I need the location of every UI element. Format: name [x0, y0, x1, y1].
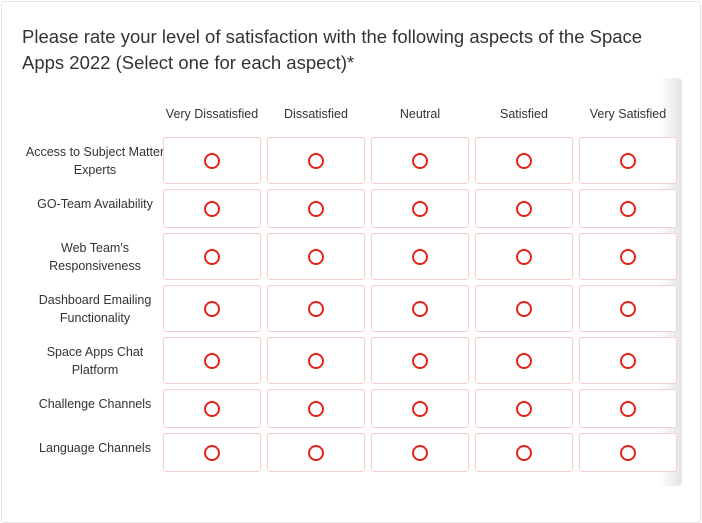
- radio-button[interactable]: [516, 400, 532, 417]
- rating-option-cell[interactable]: [475, 137, 573, 184]
- radio-button[interactable]: [620, 400, 636, 417]
- radio-button[interactable]: [412, 248, 428, 265]
- radio-button[interactable]: [412, 200, 428, 217]
- radio-button[interactable]: [204, 300, 220, 317]
- radio-button[interactable]: [308, 248, 324, 265]
- radio-button[interactable]: [412, 152, 428, 169]
- radio-button[interactable]: [516, 444, 532, 461]
- rating-option-cell[interactable]: [579, 285, 677, 332]
- rating-option-cell[interactable]: [579, 233, 677, 280]
- radio-button[interactable]: [308, 352, 324, 369]
- rating-option-cell[interactable]: [163, 433, 261, 472]
- row-label: GO-Team Availability: [37, 197, 153, 211]
- column-header: Very Satisfied: [589, 107, 667, 121]
- radio-button[interactable]: [412, 300, 428, 317]
- radio-button[interactable]: [516, 152, 532, 169]
- question-title: Please rate your level of satisfaction w…: [22, 26, 643, 73]
- radio-button[interactable]: [204, 444, 220, 461]
- rating-option-cell[interactable]: [371, 285, 469, 332]
- rating-option-cell[interactable]: [579, 433, 677, 472]
- rating-option-cell[interactable]: [267, 137, 365, 184]
- radio-button[interactable]: [204, 152, 220, 169]
- radio-button[interactable]: [516, 200, 532, 217]
- rating-option-cell[interactable]: [579, 337, 677, 384]
- radio-button[interactable]: [204, 200, 220, 217]
- row-label: Challenge Channels: [38, 397, 152, 411]
- rating-option-cell[interactable]: [371, 233, 469, 280]
- radio-button[interactable]: [308, 300, 324, 317]
- column-header: Dissatisfied: [284, 107, 348, 121]
- rating-option-cell[interactable]: [579, 189, 677, 228]
- radio-button[interactable]: [204, 352, 220, 369]
- rating-option-cell[interactable]: [267, 433, 365, 472]
- radio-button[interactable]: [620, 248, 636, 265]
- radio-button[interactable]: [412, 352, 428, 369]
- radio-button[interactable]: [308, 444, 324, 461]
- radio-button[interactable]: [516, 248, 532, 265]
- rating-option-cell[interactable]: [579, 389, 677, 428]
- row-label: Access to Subject Matter Experts: [25, 144, 165, 177]
- rating-option-cell[interactable]: [163, 285, 261, 332]
- rating-option-cell[interactable]: [267, 285, 365, 332]
- radio-button[interactable]: [412, 400, 428, 417]
- radio-button[interactable]: [308, 152, 324, 169]
- radio-button[interactable]: [204, 248, 220, 265]
- rating-option-cell[interactable]: [267, 389, 365, 428]
- rating-option-cell[interactable]: [475, 389, 573, 428]
- rating-option-cell[interactable]: [267, 233, 365, 280]
- rating-option-cell[interactable]: [475, 189, 573, 228]
- rating-option-cell[interactable]: [475, 433, 573, 472]
- row-label: Space Apps Chat Platform: [46, 344, 144, 377]
- rating-option-cell[interactable]: [371, 137, 469, 184]
- rating-option-cell[interactable]: [267, 189, 365, 228]
- rating-option-cell[interactable]: [163, 389, 261, 428]
- rating-option-cell[interactable]: [371, 337, 469, 384]
- rating-option-cell[interactable]: [579, 137, 677, 184]
- rating-option-cell[interactable]: [475, 285, 573, 332]
- radio-button[interactable]: [516, 300, 532, 317]
- radio-button[interactable]: [620, 444, 636, 461]
- row-label: Dashboard Emailing Functionality: [38, 292, 152, 325]
- rating-matrix: Very Dissatisfied Dissatisfied Neutral Sati…: [0, 80, 682, 485]
- rating-option-cell[interactable]: [267, 337, 365, 384]
- column-header: Very Dissatisfied: [165, 107, 259, 121]
- rating-option-cell[interactable]: [371, 189, 469, 228]
- row-label: Web Team's Responsiveness: [49, 240, 141, 273]
- radio-button[interactable]: [308, 200, 324, 217]
- row-label: Language Channels: [39, 441, 151, 455]
- rating-option-cell[interactable]: [475, 337, 573, 384]
- radio-button[interactable]: [620, 152, 636, 169]
- radio-button[interactable]: [620, 352, 636, 369]
- rating-option-cell[interactable]: [163, 233, 261, 280]
- radio-button[interactable]: [308, 400, 324, 417]
- radio-button[interactable]: [412, 444, 428, 461]
- rating-option-cell[interactable]: [475, 233, 573, 280]
- radio-button[interactable]: [204, 400, 220, 417]
- rating-option-cell[interactable]: [371, 389, 469, 428]
- column-header: Satisfied: [500, 107, 548, 121]
- column-header: Neutral: [399, 107, 441, 121]
- rating-option-cell[interactable]: [163, 137, 261, 184]
- rating-option-cell[interactable]: [371, 433, 469, 472]
- radio-button[interactable]: [516, 352, 532, 369]
- radio-button[interactable]: [620, 200, 636, 217]
- rating-option-cell[interactable]: [163, 337, 261, 384]
- rating-option-cell[interactable]: [163, 189, 261, 228]
- radio-button[interactable]: [620, 300, 636, 317]
